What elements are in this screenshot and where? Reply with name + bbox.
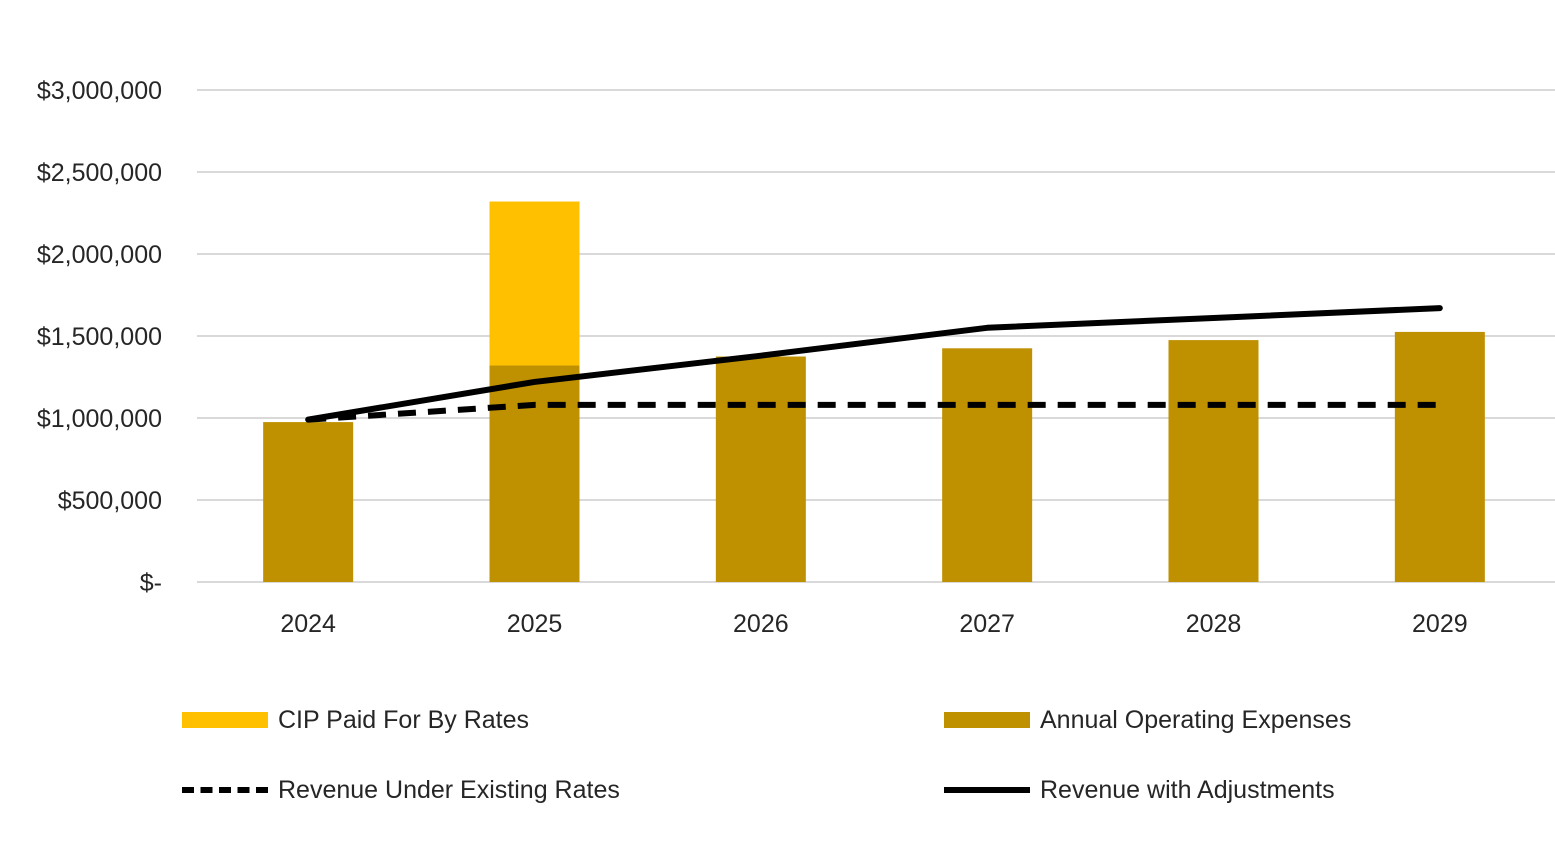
line-revenue-with-adjustments [305, 305, 1443, 423]
bar-annual-operating-expenses [489, 365, 580, 582]
x-tick-label: 2027 [959, 610, 1015, 638]
series-lines [305, 305, 1443, 423]
chart-plot: $- $500,000 $1,000,000 $1,500,000 $2,000,000… [37, 77, 1555, 638]
y-tick-label: $2,000,000 [37, 241, 162, 269]
x-tick-label: 2028 [1186, 610, 1242, 638]
y-tick-label: $3,000,000 [37, 77, 162, 105]
legend-swatch-operating-expenses [944, 712, 1030, 728]
x-tick-label: 2026 [733, 610, 789, 638]
legend: CIP Paid For By Rates Annual Operating E… [0, 690, 1555, 820]
bar-cip-paid-for-by-rates [489, 201, 580, 366]
x-tick-label: 2024 [280, 610, 336, 638]
line-revenue-under-existing-rates [307, 401, 1440, 423]
y-tick-label: $1,500,000 [37, 323, 162, 351]
legend-item-operating-expenses: Annual Operating Expenses [944, 700, 1351, 740]
y-tick-label: $500,000 [58, 487, 162, 515]
legend-swatch-revenue-existing [182, 787, 268, 793]
legend-swatch-revenue-adjustments [944, 787, 1030, 793]
x-tick-label: 2029 [1412, 610, 1468, 638]
legend-label-operating-expenses: Annual Operating Expenses [1040, 705, 1352, 734]
gridlines [197, 89, 1555, 583]
bar-annual-operating-expenses [1168, 340, 1259, 582]
x-axis-tick-labels: 2024 2025 2026 2027 2028 2029 [280, 610, 1467, 638]
y-tick-label: $- [140, 569, 162, 597]
bar-annual-operating-expenses [942, 348, 1033, 582]
legend-label-revenue-adjustments: Revenue with Adjustments [1040, 775, 1335, 804]
bar-annual-operating-expenses [263, 422, 354, 582]
legend-item-cip: CIP Paid For By Rates [182, 700, 529, 740]
x-tick-label: 2025 [507, 610, 563, 638]
bar-annual-operating-expenses [715, 356, 806, 582]
legend-label-revenue-existing: Revenue Under Existing Rates [278, 775, 620, 804]
legend-label-cip: CIP Paid For By Rates [278, 705, 530, 734]
legend-item-revenue-adjustments: Revenue with Adjustments [944, 770, 1335, 810]
y-tick-label: $2,500,000 [37, 159, 162, 187]
bars [263, 201, 1485, 582]
legend-swatch-cip [182, 712, 268, 728]
y-tick-label: $1,000,000 [37, 405, 162, 433]
y-axis-tick-labels: $- $500,000 $1,000,000 $1,500,000 $2,000,000… [37, 77, 162, 597]
bar-annual-operating-expenses [1394, 331, 1485, 582]
legend-item-revenue-existing: Revenue Under Existing Rates [182, 770, 620, 810]
